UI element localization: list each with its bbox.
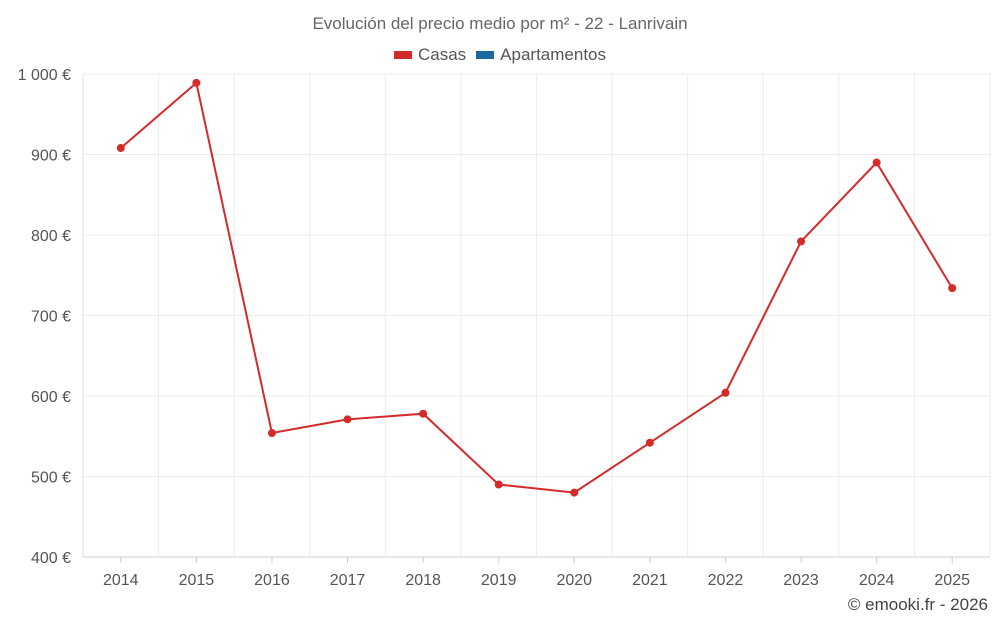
series-lines — [116, 78, 957, 497]
y-tick-label: 900 € — [31, 148, 71, 165]
x-tick-label: 2016 — [254, 572, 290, 589]
x-tick-label: 2020 — [556, 572, 592, 589]
x-tick-label: 2017 — [330, 572, 366, 589]
legend-item-apartamentos[interactable]: Apartamentos — [476, 45, 606, 65]
y-tick-label: 700 € — [31, 309, 71, 326]
data-point-casas[interactable] — [267, 429, 276, 438]
y-tick-label: 1 000 € — [18, 67, 71, 84]
legend-item-casas[interactable]: Casas — [393, 45, 467, 65]
data-point-casas[interactable] — [721, 388, 730, 397]
x-tick-label: 2014 — [103, 572, 139, 589]
legend-swatch-casas — [393, 51, 412, 59]
data-point-casas[interactable] — [419, 409, 428, 418]
data-point-casas[interactable] — [797, 237, 806, 246]
credit-text: © emooki.fr - 2026 — [847, 595, 988, 614]
data-point-casas[interactable] — [116, 144, 125, 153]
x-tick-label: 2025 — [934, 572, 970, 589]
axes: 400 € 500 € 600 € 700 € 800 € 900 € 1 000 € 201… — [18, 67, 970, 589]
y-tick-label: 800 € — [31, 228, 71, 245]
x-tick-label: 2024 — [859, 572, 895, 589]
data-point-casas[interactable] — [645, 438, 654, 447]
chart-title: Evolución del precio medio por m² - 22 -… — [312, 14, 688, 33]
chart-legend: Casas Apartamentos — [0, 45, 1000, 65]
data-point-casas[interactable] — [494, 480, 503, 489]
x-tick-label: 2022 — [708, 572, 744, 589]
legend-label-apartamentos: Apartamentos — [500, 45, 607, 64]
y-tick-label: 500 € — [31, 470, 71, 487]
series-line-casas — [120, 80, 954, 494]
x-tick-label: 2021 — [632, 572, 668, 589]
data-point-casas[interactable] — [570, 488, 579, 497]
grid-lines — [82, 73, 991, 558]
y-tick-label: 600 € — [31, 389, 71, 406]
data-point-casas[interactable] — [872, 158, 881, 167]
x-tick-label: 2023 — [783, 572, 819, 589]
data-point-casas[interactable] — [192, 78, 201, 87]
data-point-casas[interactable] — [948, 284, 957, 293]
y-tick-label: 400 € — [31, 550, 71, 567]
data-point-casas[interactable] — [343, 415, 352, 424]
x-tick-label: 2019 — [481, 572, 517, 589]
x-tick-label: 2015 — [179, 572, 215, 589]
legend-label-casas: Casas — [417, 45, 467, 64]
legend-swatch-apartamentos — [476, 51, 495, 59]
x-tick-label: 2018 — [405, 572, 441, 589]
